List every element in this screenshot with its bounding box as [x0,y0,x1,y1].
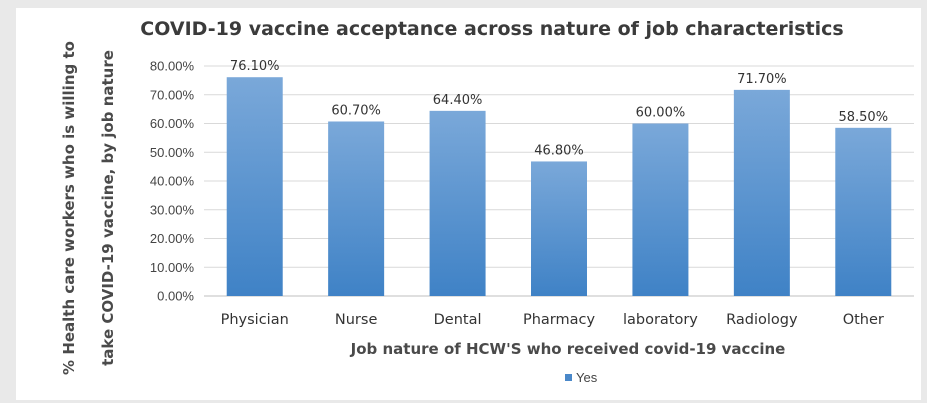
x-tick-label: laboratory [623,312,698,328]
legend: Yes [565,370,598,385]
bar-radiology [733,89,790,296]
x-axis-title: Job nature of HCW'S who received covid-1… [350,340,786,358]
y-tick-label: 20.00% [150,231,195,246]
y-axis-title-line-2: take COVID-19 vaccine, by job nature [99,50,117,366]
x-tick-label: Physician [221,312,289,328]
data-label: 71.70% [737,72,787,87]
x-tick-label: Other [843,312,884,328]
bar-dental [429,110,486,296]
legend-swatch-yes [565,374,572,381]
data-label: 60.00% [636,106,686,121]
bar-chart: COVID-19 vaccine acceptance across natur… [60,18,914,385]
bar-other [835,127,892,296]
bar-physician [226,77,283,297]
data-label: 60.70% [331,103,381,118]
bar-laboratory [632,123,689,296]
legend-label-yes: Yes [576,370,598,385]
bar-nurse [328,121,385,296]
data-label: 46.80% [534,143,584,158]
y-tick-label: 70.00% [150,87,195,102]
y-tick-label: 50.00% [150,145,195,160]
x-tick-label: Pharmacy [523,312,596,328]
y-axis-title-line-1: % Health care workers who is willing to [60,41,78,375]
y-tick-label: 60.00% [150,116,195,131]
chart-title: COVID-19 vaccine acceptance across natur… [140,18,843,40]
y-tick-label: 30.00% [150,202,195,217]
y-tick-label: 80.00% [150,59,195,74]
data-label: 76.10% [230,59,280,74]
data-label: 58.50% [838,110,888,125]
x-tick-label: Nurse [335,312,378,328]
chart-panel: COVID-19 vaccine acceptance across natur… [16,8,921,400]
x-tick-label: Radiology [726,312,798,328]
label-layer: 0.00% 10.00% 20.00% 30.00% 40.00% 50.00% 60.00… [150,59,888,329]
data-label: 64.40% [433,93,483,108]
x-tick-label: Dental [434,312,482,328]
y-tick-label: 10.00% [150,260,195,275]
y-tick-label: 40.00% [150,174,195,189]
bar-pharmacy [531,161,587,296]
y-tick-label: 0.00% [157,289,194,304]
bar-layer [226,77,892,297]
